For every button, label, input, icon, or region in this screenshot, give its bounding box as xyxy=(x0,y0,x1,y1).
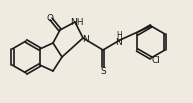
Text: O: O xyxy=(47,13,53,22)
Text: H: H xyxy=(116,32,122,40)
Text: N: N xyxy=(83,35,89,43)
Text: N: N xyxy=(116,37,122,46)
Text: Cl: Cl xyxy=(152,56,160,64)
Text: S: S xyxy=(100,67,106,75)
Text: NH: NH xyxy=(70,18,84,27)
